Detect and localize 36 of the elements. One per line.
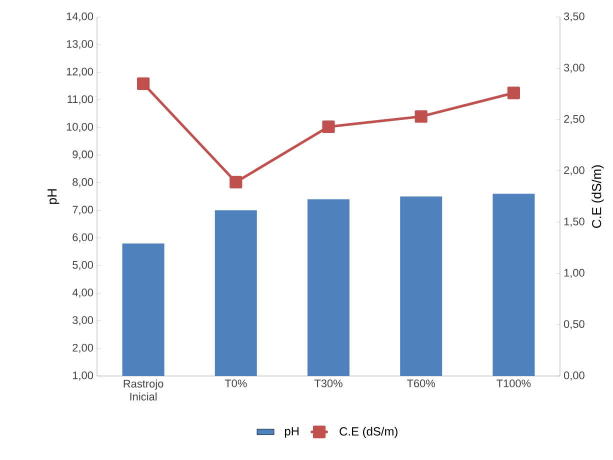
y2-tick-label: 0,50: [564, 320, 584, 330]
y-tick-label: 10,00: [66, 122, 94, 132]
y2-tick-label: 3,00: [564, 64, 584, 73]
y-axis-title: pH: [48, 189, 60, 204]
y-tick-label: 13,00: [66, 40, 94, 50]
y-tick-label: 5,00: [72, 261, 94, 270]
point: [507, 86, 520, 100]
y2-axis-title: C.E (dS/m): [592, 165, 604, 228]
legend-label: pH: [284, 427, 299, 438]
y-tick-label: 1,00: [72, 371, 94, 381]
y-tick-label: 14,00: [66, 12, 94, 22]
point: [230, 176, 242, 188]
y-tick-label: 6,00: [72, 233, 94, 242]
point: [414, 110, 428, 123]
point: [137, 77, 150, 90]
y2-tick-label: 0,00: [564, 371, 584, 381]
x-tick-label: T100%: [496, 380, 531, 388]
y-tick-label: 3,00: [72, 316, 94, 326]
x-tick-label: T60%: [407, 380, 436, 388]
point: [322, 120, 335, 134]
y2-tick-label: 2,50: [564, 115, 584, 124]
x-tick-label: Rastrojo Inicial: [124, 380, 164, 401]
y2-tick-label: 1,50: [564, 218, 584, 227]
y2-tick-label: 3,50: [564, 12, 584, 22]
x-tick-label: T0%: [224, 380, 247, 388]
y-tick-label: 11,00: [68, 95, 94, 104]
y-tick-label: 12,00: [66, 68, 94, 77]
y2-tick-label: 2,00: [564, 166, 584, 176]
x-tick-label: T30%: [314, 380, 342, 388]
y-tick-label: 9,00: [72, 150, 94, 160]
y2-tick-label: 1,00: [564, 268, 584, 278]
legend-label: C.E (dS/m): [340, 426, 398, 438]
y-tick-label: 7,00: [72, 206, 94, 215]
y-tick-label: 8,00: [72, 178, 94, 188]
y-tick-label: 2,00: [72, 344, 94, 353]
y-tick-label: 4,00: [72, 288, 94, 298]
